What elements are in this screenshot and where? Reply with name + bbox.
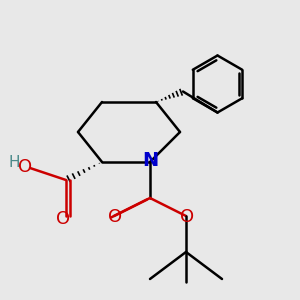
Text: H: H	[9, 155, 20, 170]
Text: O: O	[18, 158, 33, 175]
Text: O: O	[56, 210, 70, 228]
Text: O: O	[180, 208, 195, 226]
Text: O: O	[108, 208, 123, 226]
Text: N: N	[142, 151, 158, 170]
